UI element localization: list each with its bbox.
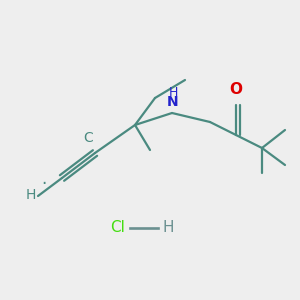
Text: H: H xyxy=(168,86,178,99)
Text: H: H xyxy=(26,188,36,202)
Text: Cl: Cl xyxy=(111,220,125,236)
Text: C: C xyxy=(83,131,93,145)
Text: O: O xyxy=(230,82,242,97)
Text: ·: · xyxy=(41,175,46,193)
Text: H: H xyxy=(162,220,174,236)
Text: N: N xyxy=(167,95,179,109)
